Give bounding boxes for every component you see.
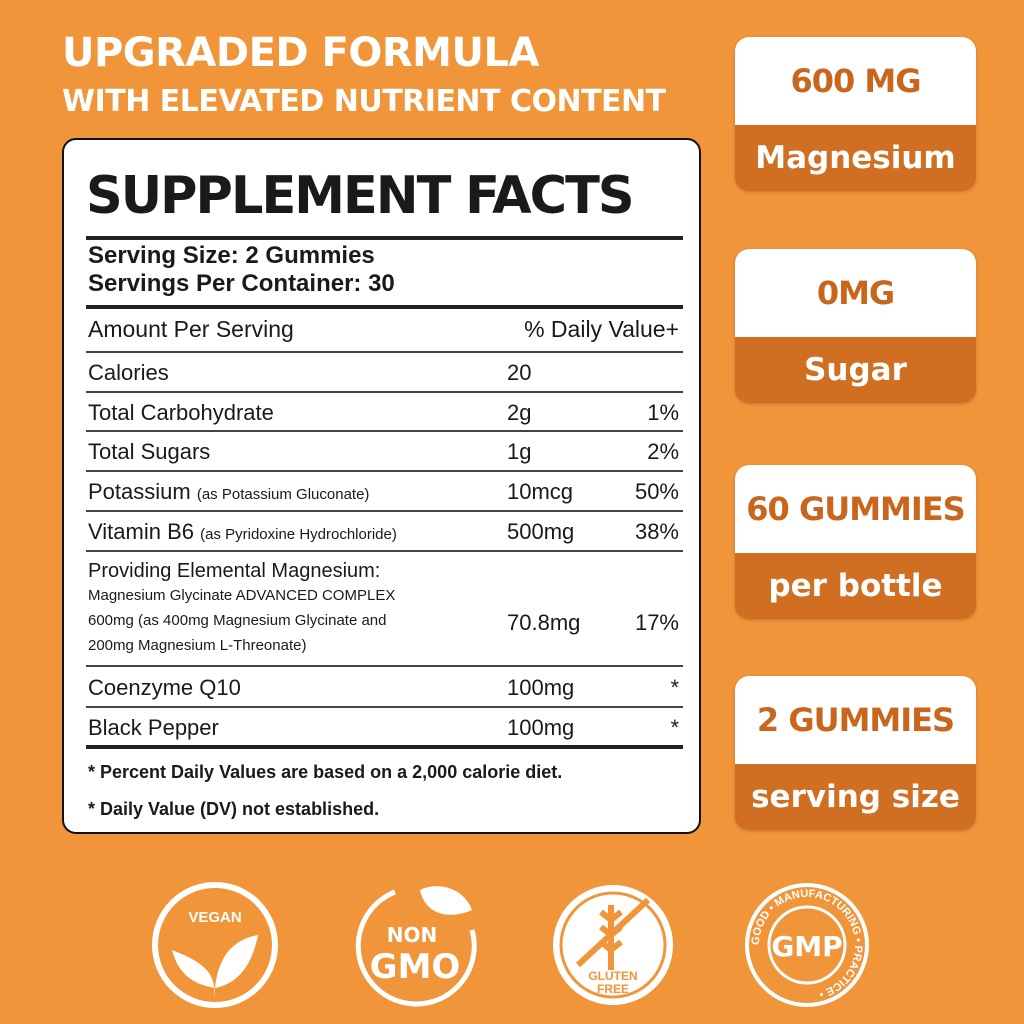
row-dv: * xyxy=(670,715,679,740)
divider xyxy=(86,470,683,472)
header-amount-per-serving: Amount Per Serving xyxy=(88,316,294,342)
row-name: Total Sugars xyxy=(88,439,211,464)
badge-label: Sugar xyxy=(804,352,907,388)
row-amount: 100mg xyxy=(507,715,575,740)
row-dv: 38% xyxy=(634,519,679,544)
svg-text:GMP: GMP xyxy=(771,930,842,963)
divider xyxy=(86,391,683,393)
row-dv: 2% xyxy=(647,439,679,464)
svg-text:FREE: FREE xyxy=(597,982,629,996)
badge-value: 2 GUMMIES xyxy=(735,676,976,764)
divider xyxy=(86,745,683,749)
row-note: (as Potassium Gluconate) xyxy=(196,486,370,503)
svg-text:NON: NON xyxy=(387,923,437,947)
badge-label: per bottle xyxy=(768,568,943,604)
serving-size: Serving Size: 2 Gummies xyxy=(88,242,375,269)
svg-text:GMO: GMO xyxy=(370,947,461,987)
row-amount: 2g xyxy=(507,400,532,425)
divider xyxy=(86,236,683,240)
divider xyxy=(86,706,683,708)
footnote-dv-not-established: * Daily Value (DV) not established. xyxy=(88,799,380,819)
row-dv: * xyxy=(670,675,679,700)
badge-label: Magnesium xyxy=(755,140,956,176)
row-amount: 70.8mg xyxy=(507,610,581,635)
row-name: Providing Elemental Magnesium: xyxy=(88,560,381,582)
footnote-daily-values: * Percent Daily Values are based on a 2,… xyxy=(88,762,563,782)
row-note: (as Pyridoxine Hydrochloride) xyxy=(200,526,397,543)
row-amount: 1g xyxy=(507,439,532,464)
row-amount: 10mcg xyxy=(507,479,574,504)
row-amount: 100mg xyxy=(507,675,575,700)
divider xyxy=(86,665,683,667)
svg-text:VEGAN: VEGAN xyxy=(188,909,241,926)
divider xyxy=(86,430,683,432)
headline-line1: UPGRADED FORMULA xyxy=(62,30,539,76)
badge-serving-size: 2 GUMMIES serving size xyxy=(735,676,976,830)
row-amount: 500mg xyxy=(507,519,575,544)
servings-per-container: Servings Per Container: 30 xyxy=(88,270,395,297)
row-note: 200mg Magnesium L-Threonate) xyxy=(88,637,307,654)
row-name: Potassium xyxy=(88,479,191,504)
row-dv: 50% xyxy=(634,479,679,504)
badge-value: 0MG xyxy=(735,249,976,337)
row-label: Vitamin B6 (as Pyridoxine Hydrochloride) xyxy=(88,519,397,545)
badge-count: 60 GUMMIES per bottle xyxy=(735,465,976,619)
row-name: Black Pepper xyxy=(88,715,219,740)
header-daily-value: % Daily Value+ xyxy=(524,316,679,342)
row-note: 600mg (as 400mg Magnesium Glycinate and xyxy=(88,612,387,629)
row-note: Magnesium Glycinate ADVANCED COMPLEX xyxy=(88,587,396,604)
row-dv: 1% xyxy=(647,400,679,425)
facts-title: SUPPLEMENT FACTS xyxy=(86,166,635,226)
gluten-free-icon: GLUTEN FREE xyxy=(548,880,678,1010)
row-dv: 17% xyxy=(634,610,679,635)
badge-sugar: 0MG Sugar xyxy=(735,249,976,403)
divider xyxy=(86,351,683,353)
badge-value: 60 GUMMIES xyxy=(735,465,976,553)
badge-label: serving size xyxy=(751,779,960,815)
svg-text:GLUTEN: GLUTEN xyxy=(588,969,637,983)
divider xyxy=(86,305,683,309)
row-name: Vitamin B6 xyxy=(88,519,194,544)
badge-value: 600 MG xyxy=(735,37,976,125)
row-amount: 20 xyxy=(507,360,532,385)
row-name: Coenzyme Q10 xyxy=(88,675,241,700)
divider xyxy=(86,550,683,552)
gmp-icon: GOOD • MANUFACTURING • PRACTICE • GMP xyxy=(742,880,872,1010)
divider xyxy=(86,510,683,512)
supplement-facts-panel: SUPPLEMENT FACTS Serving Size: 2 Gummies… xyxy=(62,138,701,834)
badge-magnesium: 600 MG Magnesium xyxy=(735,37,976,191)
row-name: Calories xyxy=(88,360,169,385)
vegan-icon: VEGAN xyxy=(150,880,280,1010)
headline-line2: WITH ELEVATED NUTRIENT CONTENT xyxy=(62,84,666,119)
non-gmo-icon: NON GMO xyxy=(350,880,480,1010)
row-name: Total Carbohydrate xyxy=(88,400,274,425)
row-label: Potassium (as Potassium Gluconate) xyxy=(88,479,369,505)
